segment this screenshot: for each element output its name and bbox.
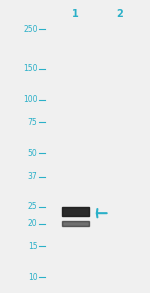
Text: 2: 2 bbox=[117, 9, 123, 19]
Text: 1: 1 bbox=[72, 9, 78, 19]
Text: 25: 25 bbox=[28, 202, 38, 211]
Text: 250: 250 bbox=[23, 25, 38, 34]
Text: 10: 10 bbox=[28, 273, 38, 282]
Bar bbox=[61, 221, 88, 226]
Text: 75: 75 bbox=[28, 117, 38, 127]
Text: 15: 15 bbox=[28, 242, 38, 251]
Text: 50: 50 bbox=[28, 149, 38, 158]
Bar bbox=[61, 207, 88, 217]
Text: 100: 100 bbox=[23, 96, 38, 105]
Text: 150: 150 bbox=[23, 64, 38, 73]
Text: 37: 37 bbox=[28, 172, 38, 181]
Text: 20: 20 bbox=[28, 219, 38, 229]
